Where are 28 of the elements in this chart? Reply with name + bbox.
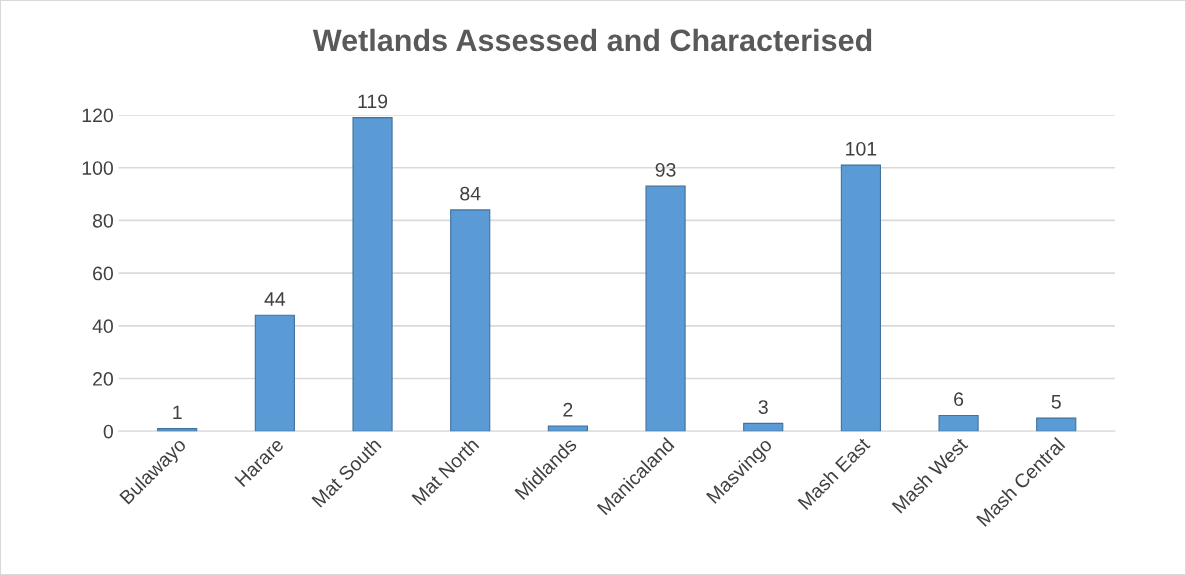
data-label: 93 xyxy=(655,162,676,177)
bar xyxy=(254,314,295,432)
y-tick-label: 120 xyxy=(82,108,113,123)
data-label: 3 xyxy=(758,400,768,414)
bar xyxy=(450,209,491,432)
bar xyxy=(938,414,979,432)
bar xyxy=(547,425,588,432)
data-label: 2 xyxy=(563,402,573,417)
bar xyxy=(157,428,198,432)
data-label: 119 xyxy=(358,94,388,109)
bar xyxy=(743,422,784,432)
data-label: 101 xyxy=(846,141,877,156)
data-label: 5 xyxy=(1051,395,1061,409)
y-tick-label: 20 xyxy=(93,372,113,386)
y-tick-label: 100 xyxy=(82,161,113,175)
y-tick-label: 0 xyxy=(103,424,113,439)
chart-title: Wetlands Assessed and Characterised xyxy=(312,28,872,52)
bar xyxy=(1036,417,1077,432)
y-tick-label: 80 xyxy=(92,213,113,228)
y-tick-label: 60 xyxy=(93,266,113,281)
bar xyxy=(352,117,393,432)
data-label: 6 xyxy=(954,392,964,407)
bar xyxy=(645,185,686,432)
bar xyxy=(840,164,881,432)
y-tick-label: 40 xyxy=(92,319,113,334)
data-label: 44 xyxy=(264,292,286,306)
data-label: 1 xyxy=(173,405,182,420)
data-label: 84 xyxy=(460,186,481,201)
